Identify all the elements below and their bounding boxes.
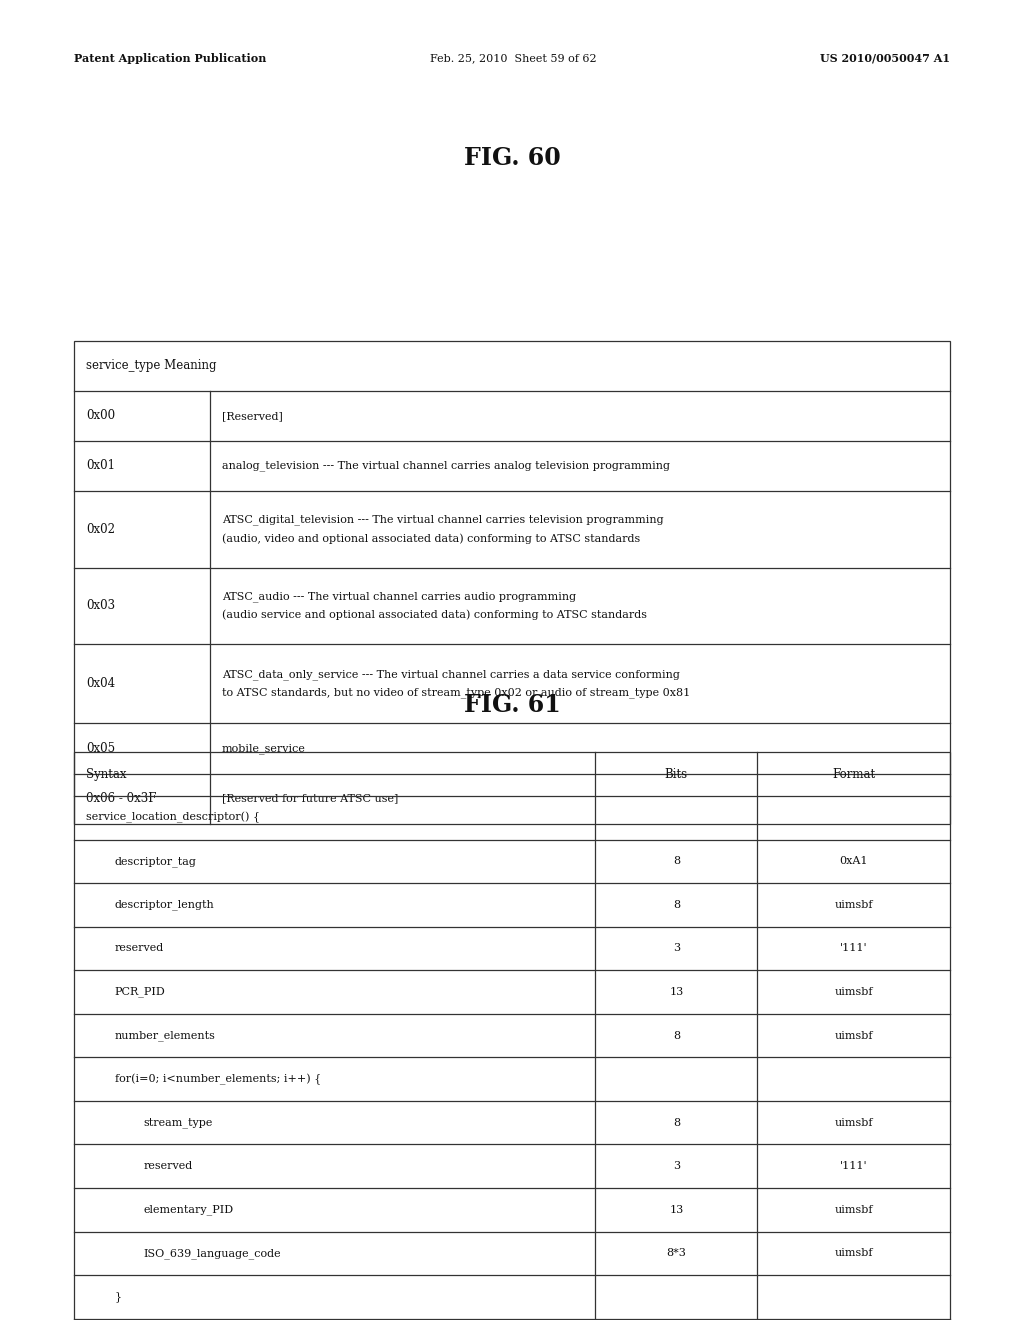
Text: 0x06 - 0x3F: 0x06 - 0x3F xyxy=(86,792,157,805)
Text: 0x02: 0x02 xyxy=(86,523,115,536)
Text: 8: 8 xyxy=(673,857,680,866)
Text: uimsbf: uimsbf xyxy=(835,987,873,997)
Text: ATSC_audio --- The virtual channel carries audio programming: ATSC_audio --- The virtual channel carri… xyxy=(222,591,577,602)
Text: analog_television --- The virtual channel carries analog television programming: analog_television --- The virtual channe… xyxy=(222,461,670,471)
Text: (audio service and optional associated data) conforming to ATSC standards: (audio service and optional associated d… xyxy=(222,610,647,620)
Text: number_elements: number_elements xyxy=(115,1030,216,1041)
Text: reserved: reserved xyxy=(115,944,164,953)
Text: US 2010/0050047 A1: US 2010/0050047 A1 xyxy=(820,53,950,63)
Text: 8*3: 8*3 xyxy=(667,1249,686,1258)
Text: 8: 8 xyxy=(673,900,680,909)
Text: Bits: Bits xyxy=(665,768,688,780)
Text: [Reserved]: [Reserved] xyxy=(222,411,283,421)
Text: for(i=0; i<number_elements; i++) {: for(i=0; i<number_elements; i++) { xyxy=(115,1073,321,1085)
Text: ISO_639_language_code: ISO_639_language_code xyxy=(143,1247,281,1259)
Text: FIG. 61: FIG. 61 xyxy=(464,693,560,717)
Text: reserved: reserved xyxy=(143,1162,193,1171)
Text: uimsbf: uimsbf xyxy=(835,1031,873,1040)
Text: service_location_descriptor() {: service_location_descriptor() { xyxy=(86,812,260,824)
Text: 0xA1: 0xA1 xyxy=(840,857,868,866)
Text: uimsbf: uimsbf xyxy=(835,1205,873,1214)
Text: descriptor_tag: descriptor_tag xyxy=(115,855,197,867)
Text: FIG. 60: FIG. 60 xyxy=(464,147,560,170)
Text: 0x04: 0x04 xyxy=(86,677,115,690)
Text: 0x00: 0x00 xyxy=(86,409,115,422)
Text: 3: 3 xyxy=(673,1162,680,1171)
Text: Syntax: Syntax xyxy=(86,768,127,780)
Text: 3: 3 xyxy=(673,944,680,953)
Text: 0x05: 0x05 xyxy=(86,742,115,755)
Text: stream_type: stream_type xyxy=(143,1117,213,1129)
Text: '111': '111' xyxy=(840,1162,867,1171)
Text: uimsbf: uimsbf xyxy=(835,1118,873,1127)
Text: 8: 8 xyxy=(673,1031,680,1040)
Text: PCR_PID: PCR_PID xyxy=(115,986,166,998)
Text: service_type Meaning: service_type Meaning xyxy=(86,359,216,372)
Text: (audio, video and optional associated data) conforming to ATSC standards: (audio, video and optional associated da… xyxy=(222,533,640,544)
Text: elementary_PID: elementary_PID xyxy=(143,1204,233,1216)
Text: 13: 13 xyxy=(670,1205,683,1214)
Text: 13: 13 xyxy=(670,987,683,997)
Text: Format: Format xyxy=(833,768,876,780)
Bar xyxy=(74,341,950,824)
Text: to ATSC standards, but no video of stream_type 0x02 or audio of stream_type 0x81: to ATSC standards, but no video of strea… xyxy=(222,688,690,698)
Text: [Reserved for future ATSC use]: [Reserved for future ATSC use] xyxy=(222,793,398,804)
Bar xyxy=(74,752,950,1320)
Text: Patent Application Publication: Patent Application Publication xyxy=(74,53,266,63)
Text: '111': '111' xyxy=(840,944,867,953)
Text: uimsbf: uimsbf xyxy=(835,900,873,909)
Text: 0x01: 0x01 xyxy=(86,459,115,473)
Text: 8: 8 xyxy=(673,1118,680,1127)
Text: uimsbf: uimsbf xyxy=(835,1249,873,1258)
Text: mobile_service: mobile_service xyxy=(222,743,306,754)
Text: 0x03: 0x03 xyxy=(86,599,115,612)
Text: ATSC_data_only_service --- The virtual channel carries a data service conforming: ATSC_data_only_service --- The virtual c… xyxy=(222,669,680,680)
Text: ATSC_digital_television --- The virtual channel carries television programming: ATSC_digital_television --- The virtual … xyxy=(222,515,664,525)
Text: Feb. 25, 2010  Sheet 59 of 62: Feb. 25, 2010 Sheet 59 of 62 xyxy=(430,53,597,63)
Text: }: } xyxy=(115,1291,122,1303)
Text: descriptor_length: descriptor_length xyxy=(115,899,214,911)
